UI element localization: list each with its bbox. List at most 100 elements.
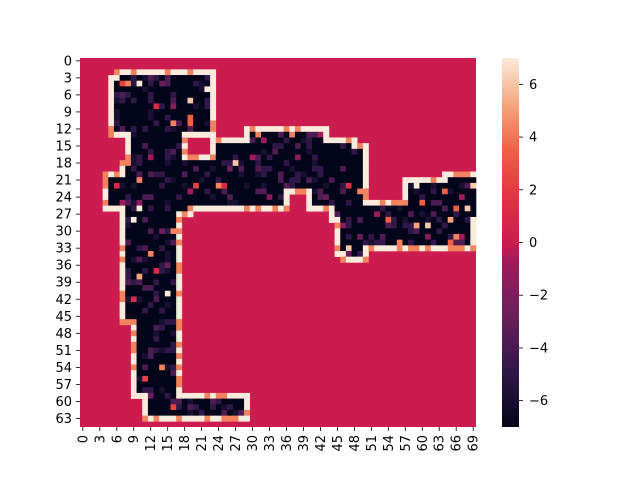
heatmap-cell (198, 131, 205, 138)
heatmap-cell (362, 143, 369, 150)
heatmap-cell (164, 194, 171, 201)
heatmap-cell (334, 199, 341, 206)
heatmap-cell (142, 131, 149, 138)
heatmap-cell (362, 199, 369, 206)
heatmap-cell (345, 211, 352, 218)
heatmap-cell (159, 290, 166, 297)
heatmap-cell (294, 171, 301, 178)
heatmap-cell (345, 239, 352, 246)
heatmap-cell (153, 154, 160, 161)
x-tick-label: 24 (212, 435, 227, 452)
heatmap-cell (215, 177, 222, 184)
heatmap-cell (164, 251, 171, 257)
heatmap-cell (300, 188, 307, 195)
x-tick-label: 36 (280, 435, 295, 452)
heatmap-cell (345, 182, 352, 189)
heatmap-cell (266, 188, 273, 195)
heatmap-cell (453, 188, 460, 195)
heatmap-cell (385, 216, 392, 223)
heatmap-cell (113, 92, 120, 99)
heatmap-cell (170, 347, 177, 354)
heatmap-cell (311, 154, 318, 161)
heatmap-cell (317, 171, 324, 178)
heatmap-cell (323, 143, 330, 150)
heatmap-cell (181, 137, 188, 144)
heatmap-cell (340, 256, 347, 263)
heatmap-cell (153, 92, 160, 99)
heatmap-cell (198, 103, 205, 110)
heatmap-cell (130, 114, 137, 121)
heatmap-cell (170, 97, 177, 104)
heatmap-cell (227, 409, 234, 416)
heatmap-cell (159, 114, 166, 121)
heatmap-cell (170, 404, 177, 411)
heatmap-cell (136, 137, 143, 144)
heatmap-cell (232, 392, 239, 399)
heatmap-cell (210, 75, 217, 82)
heatmap-cell (232, 154, 239, 161)
heatmap-cell (181, 165, 188, 172)
heatmap-cell (136, 387, 143, 394)
heatmap-cell (164, 177, 171, 184)
heatmap-cell (176, 188, 183, 195)
heatmap-cell (210, 160, 217, 167)
heatmap-cell (334, 188, 341, 195)
heatmap-cell (210, 188, 217, 195)
heatmap-cell (187, 80, 194, 87)
heatmap-cell (187, 75, 194, 82)
heatmap-cell (419, 177, 426, 184)
heatmap-cell (323, 137, 330, 144)
heatmap-cell (453, 194, 460, 201)
heatmap-cell (261, 137, 267, 144)
heatmap-cell (130, 120, 137, 127)
heatmap-cell (323, 126, 330, 133)
heatmap-cell (442, 245, 449, 252)
heatmap-cell (130, 216, 137, 223)
y-tick-label: 0 (64, 54, 72, 69)
heatmap-cell (193, 409, 200, 416)
heatmap-cell (334, 148, 341, 155)
heatmap-cell (204, 194, 211, 201)
heatmap-cell (210, 131, 217, 138)
heatmap-cell (442, 228, 449, 235)
heatmap-cell (278, 171, 284, 178)
heatmap-cell (232, 182, 239, 189)
heatmap-cell (113, 188, 120, 195)
heatmap-cell (142, 239, 149, 246)
heatmap-cell (130, 228, 137, 235)
heatmap-cell (147, 222, 154, 229)
heatmap-cell (136, 120, 143, 127)
heatmap-cell (272, 154, 279, 161)
heatmap-cell (261, 154, 267, 161)
heatmap-cell (210, 154, 217, 161)
heatmap-cell (130, 188, 137, 195)
heatmap-cell (136, 313, 143, 320)
heatmap-cell (119, 222, 126, 229)
heatmap-cell (345, 194, 352, 201)
heatmap-cell (345, 177, 352, 184)
heatmap-cell (119, 80, 126, 87)
heatmap-cell (294, 160, 301, 167)
heatmap-cell (278, 188, 284, 195)
heatmap-cell (159, 330, 166, 337)
heatmap-cell (153, 199, 160, 206)
heatmap-cell (159, 171, 166, 178)
heatmap-cell (374, 233, 381, 240)
heatmap-cell (447, 239, 454, 246)
heatmap-cell (164, 268, 171, 275)
heatmap-cell (181, 409, 188, 416)
heatmap-cell (130, 126, 137, 133)
heatmap-cell (227, 165, 234, 172)
heatmap-cell (436, 245, 443, 252)
heatmap-cell (283, 148, 290, 155)
heatmap-cell (232, 171, 239, 178)
x-tick-label: 6 (110, 435, 125, 443)
heatmap-cell (159, 409, 166, 416)
heatmap-cell (385, 222, 392, 229)
heatmap-cell (227, 392, 234, 399)
heatmap-cell (170, 103, 177, 110)
heatmap-cell (153, 143, 160, 150)
heatmap-cell (278, 143, 284, 150)
heatmap-cell (181, 86, 188, 93)
heatmap-cell (362, 256, 369, 263)
